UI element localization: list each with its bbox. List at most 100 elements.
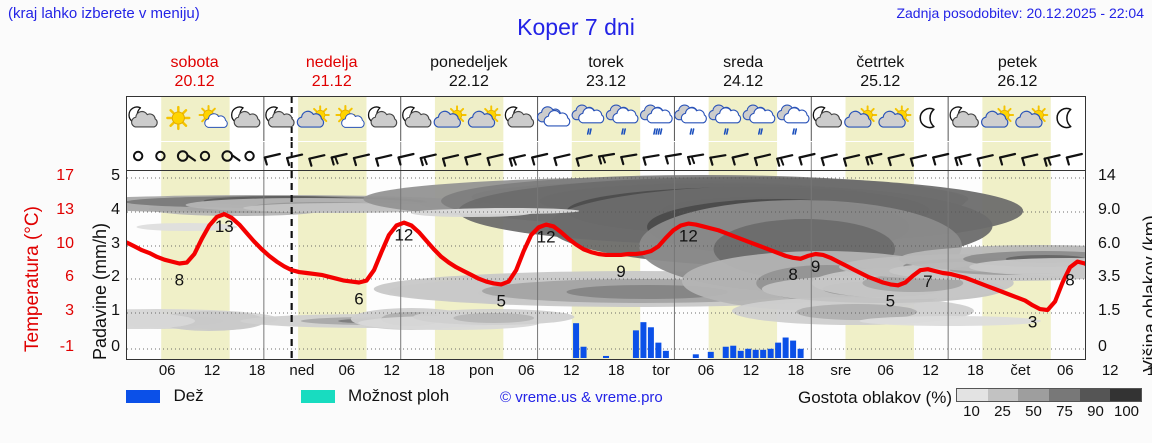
cloud-density-swatch-4 — [1079, 389, 1111, 401]
weather-icon-moon-cloud — [367, 106, 398, 128]
showers-legend-label: Možnost ploh — [348, 386, 450, 405]
time-tick-15: sre — [830, 362, 852, 379]
precipitation-bars — [573, 322, 804, 358]
time-tick-16: 06 — [877, 362, 894, 379]
cloud-density-scale: 10 25 50 75 90 100 — [956, 388, 1142, 420]
precipitation-tick-2: 3 — [111, 235, 120, 252]
legend: Dež Možnost ploh — [126, 386, 1146, 432]
cloud-density-tick-4: 90 — [1087, 403, 1104, 420]
time-tick-13: 12 — [742, 362, 760, 379]
weather-icon-moon — [919, 107, 935, 129]
time-tick-21: 12 — [1101, 362, 1119, 379]
svg-text:8: 8 — [1065, 270, 1074, 289]
weather-icon-cloud-sun — [1015, 105, 1049, 128]
weather-icon-moon-cloud — [265, 106, 295, 128]
time-tick-1: 12 — [203, 362, 221, 379]
temperature-curve — [127, 212, 1085, 313]
time-tick-20: 06 — [1056, 362, 1074, 379]
temperature-tick-0: 17 — [56, 167, 74, 184]
temperature-tick-4: 3 — [65, 302, 74, 319]
cloud-height-tick-1: 9.0 — [1098, 201, 1121, 218]
time-tick-2: 18 — [248, 362, 266, 379]
weather-icon-cloud-sun — [296, 105, 330, 128]
svg-text:8: 8 — [788, 265, 797, 284]
day-name: nedelja — [305, 54, 358, 71]
svg-text:12: 12 — [537, 228, 556, 247]
precipitation-tick-1: 4 — [111, 201, 120, 218]
weather-icon-moon-cloud — [231, 106, 261, 128]
svg-text:13: 13 — [215, 217, 234, 236]
time-tick-8: 06 — [518, 362, 535, 379]
weather-icon-cloud-sun — [433, 105, 467, 128]
showers-swatch — [300, 389, 335, 403]
day-date: 23.12 — [585, 73, 627, 90]
day-header-torek: torek 23.12 — [537, 53, 674, 91]
day-date: 25.12 — [860, 73, 901, 90]
weather-icon-moon-cloud — [949, 106, 979, 128]
time-tick-5: 12 — [383, 362, 401, 379]
precipitation-tick-5: 0 — [111, 338, 120, 355]
rain-legend-label: Dež — [173, 386, 204, 405]
svg-text:6: 6 — [354, 290, 363, 309]
cloud-density-tick-3: 75 — [1056, 403, 1073, 420]
svg-text:9: 9 — [811, 257, 820, 276]
precipitation-axis-label: Padavine (mm/h) — [90, 222, 110, 360]
day-name: torek — [588, 54, 624, 71]
time-tick-7: pon — [468, 362, 495, 379]
wind-barbs — [132, 150, 1083, 167]
time-tick-17: 12 — [922, 362, 939, 379]
weather-icon-cloud-rain — [605, 104, 639, 135]
weather-icon-band — [126, 96, 1086, 142]
last-updated: Zadnja posodobitev: 20.12.2025 - 22:04 — [896, 5, 1144, 21]
weather-icon-cloud-rain-heavy — [639, 104, 673, 135]
cloud-height-tick-2: 6.0 — [1098, 235, 1121, 252]
time-tick-14: 18 — [787, 362, 805, 379]
location-hint: (kraj lahko izberete v meniju) — [8, 5, 200, 22]
time-tick-6: 18 — [428, 362, 445, 379]
temperature-tick-1: 13 — [56, 201, 74, 218]
day-date: 22.12 — [448, 73, 489, 90]
weather-icon-sun-cloud — [335, 105, 365, 128]
svg-text:7: 7 — [923, 272, 932, 291]
precipitation-tick-3: 2 — [111, 268, 120, 285]
svg-text:9: 9 — [616, 262, 625, 281]
svg-text:12: 12 — [394, 226, 413, 245]
page-title: Koper 7 dni — [517, 14, 635, 40]
day-date: 26.12 — [997, 73, 1038, 90]
time-tick-18: 18 — [967, 362, 984, 379]
svg-text:5: 5 — [886, 291, 895, 310]
cloud-height-tick-5: 0 — [1098, 338, 1107, 355]
day-date: 20.12 — [174, 73, 215, 90]
time-tick-3: ned — [289, 362, 315, 379]
cloud-density-tick-1: 25 — [994, 403, 1011, 420]
cloud-density-swatch-0 — [957, 389, 988, 401]
temperature-tick-3: 6 — [65, 268, 74, 285]
cloud-density-swatch-3 — [1049, 389, 1080, 401]
weather-icon-moon-cloud — [128, 106, 158, 128]
weather-icon-sun — [166, 105, 191, 131]
cloud-height-tick-3: 3.5 — [1098, 268, 1121, 285]
day-header-nedelja: nedelja 21.12 — [263, 53, 400, 91]
cloud-density-legend-label: Gostota oblakov (%) — [797, 388, 952, 407]
cloud-height-tick-4: 1.5 — [1098, 302, 1121, 319]
cloud-density-tick-2: 50 — [1025, 403, 1042, 420]
weather-icon-moon-cloud — [402, 106, 432, 128]
svg-text:12: 12 — [679, 227, 698, 246]
temperature-tick-2: 10 — [56, 235, 74, 252]
cloud-density-swatch-1 — [987, 389, 1019, 401]
weather-icon-cloud — [536, 106, 571, 127]
weather-icon-moon-cloud — [812, 106, 842, 128]
copyright-notice: © vreme.us & vreme.pro — [500, 389, 663, 406]
day-name: petek — [997, 54, 1037, 71]
time-tick-22: 18 — [1146, 362, 1152, 379]
weather-icon-moon-cloud — [504, 106, 535, 128]
weather-icon-cloud-rain — [571, 104, 605, 135]
day-header-sobota: sobota 20.12 — [126, 53, 263, 91]
cloud-density-tick-0: 10 — [963, 403, 980, 420]
wind-barb-band — [126, 142, 1086, 170]
weather-icon-cloud-rain — [708, 104, 742, 135]
temperature-axis-label: Temperatura (°C) — [22, 206, 43, 352]
precipitation-tick-0: 5 — [111, 167, 120, 184]
weather-icon-cloud-rain — [674, 104, 707, 135]
